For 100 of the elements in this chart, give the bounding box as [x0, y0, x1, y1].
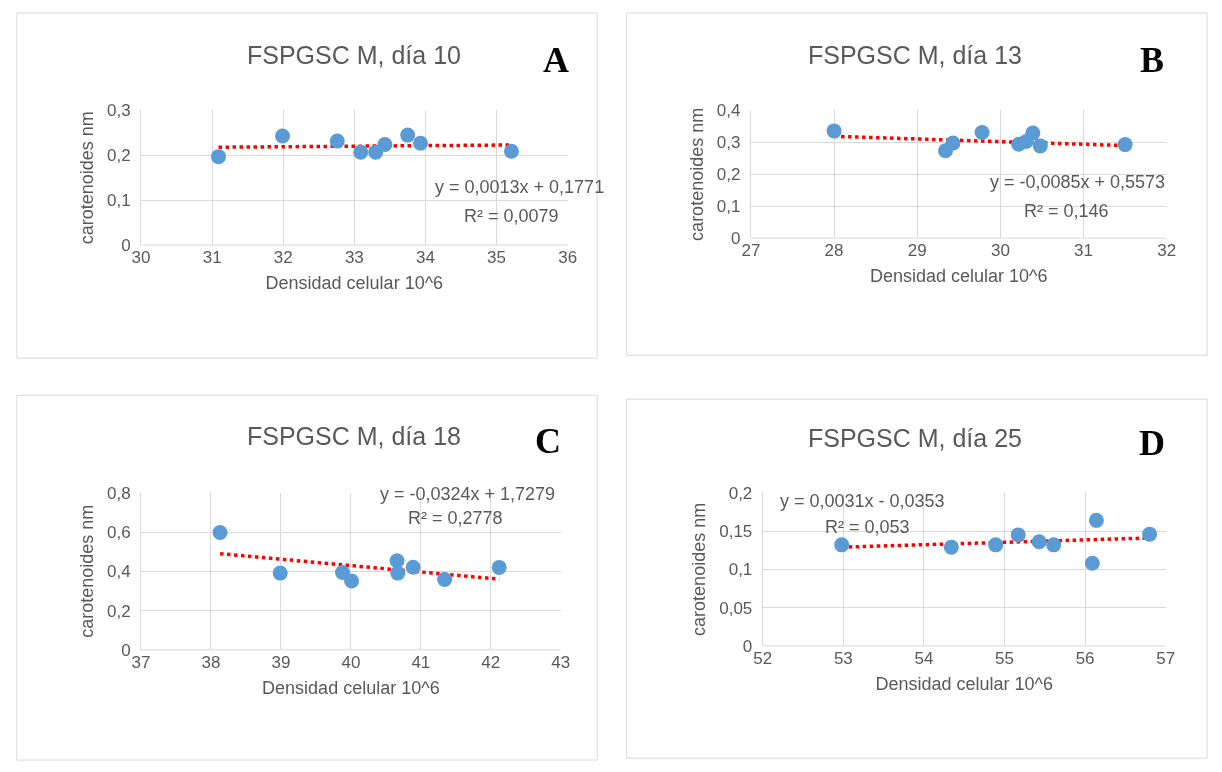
point [353, 144, 369, 160]
point [344, 573, 360, 589]
x-tick-label: 30 [990, 241, 1010, 261]
text: A [543, 40, 569, 80]
x-tick-label: 37 [131, 652, 151, 672]
point [1142, 526, 1158, 542]
annotation: R² = 0,2778 [408, 508, 503, 528]
y-tick-label: 0,2 [106, 601, 131, 621]
text: B [1140, 40, 1165, 80]
text: D [1139, 423, 1165, 463]
x-axis-title: Densidad celular 10^6 [875, 674, 1053, 695]
y-tick-label: 0,2 [728, 483, 753, 503]
x-axis-title: Densidad celular 10^6 [870, 266, 1048, 287]
y-tick-label: 0,6 [106, 523, 131, 542]
point [834, 537, 850, 553]
y-tick-label: 0,1 [106, 191, 131, 211]
y-tick-label: 0,1 [728, 560, 753, 580]
point [974, 124, 990, 140]
point [988, 537, 1004, 553]
y-axis-title: carotenoides nm [689, 502, 710, 636]
x-tick-label: 40 [341, 652, 361, 672]
point [1084, 555, 1100, 571]
point [1117, 137, 1133, 153]
x-tick-label: 43 [551, 652, 571, 672]
y-tick-label: 0,8 [106, 483, 131, 503]
y-tick-label: 0,3 [106, 101, 131, 121]
point [390, 565, 406, 581]
x-tick-label: 41 [411, 652, 431, 672]
point [389, 553, 405, 569]
point [503, 143, 519, 159]
y-tick-label: 0 [731, 229, 741, 249]
x-tick-label: 28 [824, 241, 844, 261]
x-tick-label: 39 [271, 652, 291, 672]
point [335, 564, 350, 580]
annotation: y = 0,0031x - 0,0353 [780, 491, 945, 511]
y-tick-label: 0 [742, 636, 753, 656]
chart-title: FSPGSC M, día 18 [247, 422, 461, 450]
y-tick-label: 0 [121, 640, 131, 660]
annotation: y = -0,0085x + 0,5573 [990, 172, 1166, 192]
annotation: R² = 0,0079 [464, 206, 559, 226]
y-tick-label: 0,15 [719, 522, 753, 542]
point [412, 135, 428, 151]
y-tick-label: 0,3 [716, 133, 741, 153]
annotation: y = 0,0013x + 0,1771 [435, 177, 605, 197]
annotation: R² = 0,146 [1024, 201, 1109, 221]
x-axis-title: Densidad celular 10^6 [262, 677, 440, 698]
x-tick-label: 31 [1074, 241, 1093, 261]
x-axis-title: Densidad celular 10^6 [265, 273, 444, 294]
x-tick-label: 53 [833, 648, 853, 668]
point [211, 149, 227, 165]
point [377, 137, 393, 153]
point [329, 133, 345, 149]
x-tick-label: 27 [741, 241, 761, 261]
y-axis-title: carotenoides nm [687, 107, 708, 241]
y-tick-label: 0,2 [106, 146, 131, 166]
y-tick-label: 0,05 [719, 598, 753, 618]
y-tick-label: 0,4 [106, 562, 131, 582]
y-tick-label: 0,2 [716, 165, 741, 185]
x-tick-label: 57 [1156, 648, 1176, 668]
x-tick-label: 36 [558, 248, 578, 268]
point [437, 572, 453, 588]
point [1032, 138, 1048, 154]
x-tick-label: 32 [1157, 241, 1177, 261]
point [1046, 537, 1062, 553]
point [405, 559, 421, 575]
x-tick-label: 33 [344, 248, 364, 268]
point [943, 539, 959, 555]
x-tick-label: 34 [415, 248, 435, 268]
x-tick-label: 52 [753, 648, 773, 668]
x-tick-label: 32 [273, 248, 293, 268]
y-tick-label: 0,1 [716, 197, 741, 217]
point [1031, 534, 1047, 550]
y-axis-title: carotenoides nm [77, 504, 98, 638]
y-tick-label: 0 [121, 235, 131, 255]
point [275, 128, 291, 144]
x-tick-label: 42 [481, 652, 501, 672]
x-tick-label: 31 [202, 248, 222, 268]
x-tick-label: 35 [487, 248, 507, 268]
point [212, 524, 228, 540]
point [272, 565, 288, 581]
point [1025, 125, 1041, 141]
chart-title: FSPGSC M, día 10 [247, 41, 461, 69]
text: C [535, 421, 561, 461]
x-tick-label: 29 [907, 241, 927, 261]
x-tick-label: 55 [995, 648, 1014, 668]
y-axis-title: carotenoides nm [77, 111, 98, 245]
point [1010, 527, 1026, 543]
annotation: y = -0,0324x + 1,7279 [380, 484, 556, 504]
point [945, 135, 961, 151]
point [491, 559, 507, 575]
x-tick-label: 54 [914, 648, 934, 668]
y-tick-label: 0,4 [716, 101, 741, 121]
chart-title: FSPGSC M, día 13 [808, 41, 1022, 69]
point [1088, 512, 1104, 528]
point [826, 123, 842, 139]
chart-title: FSPGSC M, día 25 [808, 424, 1022, 452]
x-tick-label: 30 [131, 248, 151, 268]
point [400, 127, 416, 143]
x-tick-label: 38 [201, 652, 221, 672]
annotation: R² = 0,053 [825, 517, 910, 537]
